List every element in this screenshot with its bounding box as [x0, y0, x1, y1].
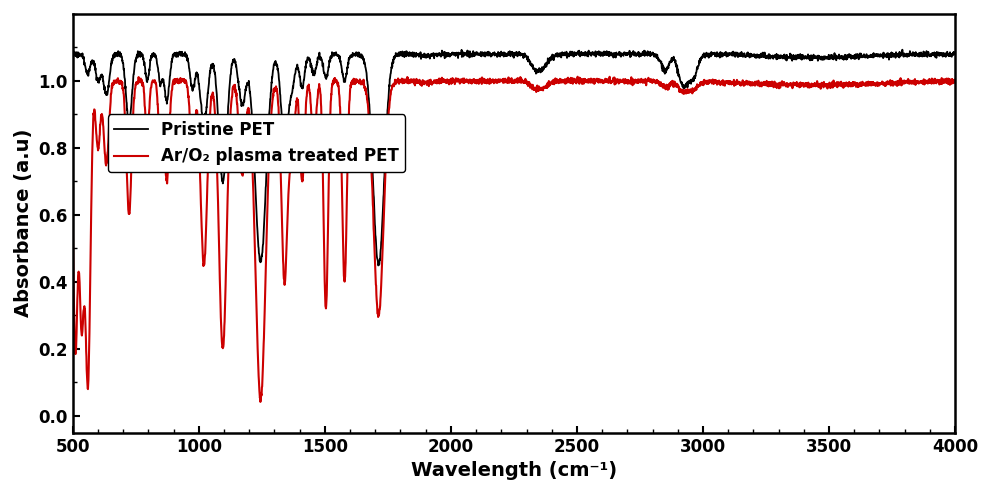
Ar/O₂ plasma treated PET — [388, 81, 400, 86]
Pristine PET — [533, 68, 545, 74]
Line: Pristine PET: Pristine PET — [72, 50, 955, 265]
Pristine PET — [949, 50, 961, 56]
Ar/O₂ plasma treated PET — [949, 77, 961, 82]
Ar/O₂ plasma treated PET — [254, 399, 266, 405]
Y-axis label: Absorbance (a.u): Absorbance (a.u) — [14, 129, 33, 318]
Ar/O₂ plasma treated PET — [66, 222, 78, 228]
Pristine PET — [66, 51, 78, 57]
Pristine PET — [372, 262, 384, 268]
Pristine PET — [765, 55, 777, 61]
Pristine PET — [426, 51, 437, 57]
Ar/O₂ plasma treated PET — [426, 79, 437, 85]
Ar/O₂ plasma treated PET — [765, 83, 777, 89]
Ar/O₂ plasma treated PET — [571, 74, 583, 80]
Pristine PET — [388, 56, 400, 62]
Pristine PET — [630, 51, 642, 57]
Ar/O₂ plasma treated PET — [533, 86, 545, 92]
Pristine PET — [135, 52, 147, 58]
Legend: Pristine PET, Ar/O₂ plasma treated PET: Pristine PET, Ar/O₂ plasma treated PET — [107, 114, 406, 172]
Pristine PET — [897, 47, 909, 53]
Line: Ar/O₂ plasma treated PET: Ar/O₂ plasma treated PET — [72, 77, 955, 402]
X-axis label: Wavelength (cm⁻¹): Wavelength (cm⁻¹) — [411, 461, 617, 480]
Ar/O₂ plasma treated PET — [630, 78, 642, 83]
Ar/O₂ plasma treated PET — [135, 76, 147, 82]
